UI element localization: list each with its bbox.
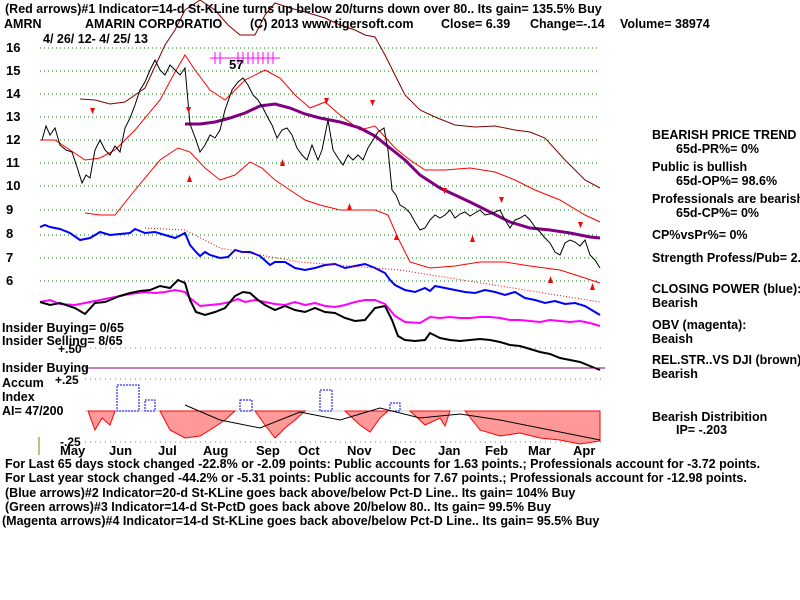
lower-band xyxy=(84,147,601,284)
price-bars xyxy=(41,58,601,269)
month-apr: Apr xyxy=(573,443,596,458)
moving-average xyxy=(185,102,601,240)
obv-label: OBV (magenta): xyxy=(652,318,747,332)
upper-outer-band xyxy=(79,0,601,189)
insider-selling: Insider Selling= 8/65 xyxy=(2,334,123,348)
footer-green-arrows: (Green arrows)#3 Indicator=14-d St-PctD … xyxy=(5,500,552,514)
volume-value: Volume= 38974 xyxy=(620,17,710,31)
strength-ratio: Strength Profess/Pub= 2.3 xyxy=(652,251,800,265)
month-jan: Jan xyxy=(438,443,461,458)
y-label-10: 10 xyxy=(6,178,21,193)
indicator-1-text: (Red arrows)#1 Indicator=14-d St-KLine t… xyxy=(5,2,602,16)
obv-line xyxy=(39,288,601,327)
minus25-label: -.25 xyxy=(60,435,81,449)
distribution-label: Bearish Distribition xyxy=(652,410,768,424)
month-jul: Jul xyxy=(158,443,177,458)
change-value: Change=-.14 xyxy=(530,17,605,31)
accum-label: Accum xyxy=(2,376,44,390)
copyright: (C) 2013 www.tigersoft.com xyxy=(250,17,414,31)
plus25-label: +.25 xyxy=(55,373,79,387)
month-sep: Sep xyxy=(256,443,280,458)
month-may: May xyxy=(60,443,86,458)
y-label-6: 6 xyxy=(6,273,14,288)
date-range: 4/ 26/ 12- 4/ 25/ 13 xyxy=(43,32,148,46)
y-label-15: 15 xyxy=(6,63,21,78)
y-label-13: 13 xyxy=(6,109,21,124)
closing-power-trend xyxy=(144,227,601,303)
insider-buying: Insider Buying= 0/65 xyxy=(2,321,124,335)
magenta-arrows xyxy=(210,52,280,64)
month-aug: Aug xyxy=(203,443,229,458)
upper-band xyxy=(40,54,601,223)
annotation-label: 57 xyxy=(229,57,244,72)
ip-value: IP= -.203 xyxy=(676,423,728,437)
relstr-label: REL.STR..VS DJI (brown) xyxy=(652,353,800,367)
signal-arrows xyxy=(90,98,595,290)
y-label-16: 16 xyxy=(6,40,21,55)
close-value: Close= 6.39 xyxy=(441,17,511,31)
pr-value: 65d-PR%= 0% xyxy=(676,142,760,156)
y-label-7: 7 xyxy=(6,250,14,265)
y-label-11: 11 xyxy=(6,155,20,170)
ai-value: AI= 47/200 xyxy=(2,404,64,418)
accum-index-histogram xyxy=(85,384,601,445)
trend-title: BEARISH PRICE TREND xyxy=(652,128,797,142)
footer-blue-arrows: (Blue arrows)#2 Indicator=20-d St-KLine … xyxy=(5,486,576,500)
month-jun: Jun xyxy=(109,443,133,458)
relstr-value: Bearish xyxy=(652,367,698,381)
y-label-14: 14 xyxy=(6,86,21,101)
pros-status: Professionals are bearish xyxy=(652,192,800,206)
cp-vs-pr: CP%vsPr%= 0% xyxy=(652,228,748,242)
y-label-8: 8 xyxy=(6,226,14,241)
y-label-12: 12 xyxy=(6,132,21,147)
cp-value: 65d-CP%= 0% xyxy=(676,206,760,220)
footer-year: For Last year stock changed -44.2% or -5… xyxy=(5,471,747,485)
relative-strength-line xyxy=(39,278,601,371)
plus50-label: +.50 xyxy=(58,342,82,356)
gridlines xyxy=(40,47,600,282)
closing-power-label: CLOSING POWER (blue): xyxy=(652,282,800,296)
ticker: AMRN xyxy=(4,17,42,31)
month-dec: Dec xyxy=(392,443,416,458)
op-value: 65d-OP%= 98.6% xyxy=(676,174,778,188)
company-name: AMARIN CORPORATIO xyxy=(85,17,223,31)
y-label-9: 9 xyxy=(6,202,14,217)
insider-buying-label: Insider Buying xyxy=(2,361,89,375)
month-mar: Mar xyxy=(528,443,552,458)
month-nov: Nov xyxy=(347,443,372,458)
closing-power-line xyxy=(39,223,601,316)
index-label: Index xyxy=(2,390,35,404)
closing-power-value: Bearish xyxy=(652,296,698,310)
footer-65day: For Last 65 days stock changed -22.8% or… xyxy=(5,457,761,471)
footer-magenta-arrows: (Magenta arrows)#4 Indicator=14-d St-KLi… xyxy=(2,514,600,528)
obv-value: Beaish xyxy=(652,332,693,346)
public-status: Public is bullish xyxy=(652,160,748,174)
month-oct: Oct xyxy=(298,443,320,458)
month-feb: Feb xyxy=(485,443,509,458)
accum-gridlines xyxy=(85,347,605,443)
